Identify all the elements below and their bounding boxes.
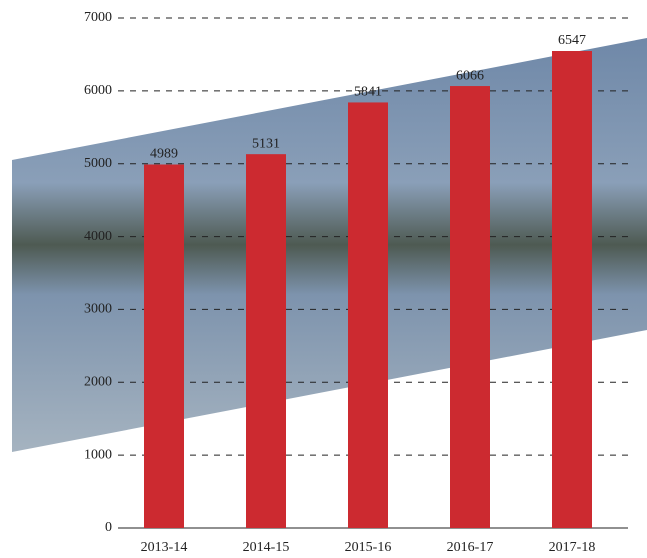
data-label: 5841 xyxy=(354,85,382,100)
bar xyxy=(144,164,184,528)
y-tick-label: 4000 xyxy=(84,229,112,244)
x-tick-label: 2013-14 xyxy=(141,540,188,555)
data-label: 4989 xyxy=(150,147,178,162)
y-tick-label: 1000 xyxy=(84,447,112,462)
data-label: 6547 xyxy=(558,33,586,48)
y-tick-label: 7000 xyxy=(84,10,112,25)
x-tick-label: 2017-18 xyxy=(549,540,596,555)
background-photo xyxy=(12,38,647,452)
bar xyxy=(348,102,388,528)
data-label: 5131 xyxy=(252,136,280,151)
x-tick-label: 2016-17 xyxy=(447,540,494,555)
y-tick-label: 3000 xyxy=(84,302,112,317)
bar xyxy=(246,154,286,529)
bar xyxy=(450,86,490,528)
y-tick-label: 5000 xyxy=(84,156,112,171)
bar xyxy=(552,51,592,529)
x-tick-label: 2014-15 xyxy=(243,540,290,555)
y-tick-label: 0 xyxy=(105,520,112,535)
x-tick-label: 2015-16 xyxy=(345,540,392,555)
y-tick-label: 6000 xyxy=(84,83,112,98)
y-tick-label: 2000 xyxy=(84,375,112,390)
data-label: 6066 xyxy=(456,68,484,83)
